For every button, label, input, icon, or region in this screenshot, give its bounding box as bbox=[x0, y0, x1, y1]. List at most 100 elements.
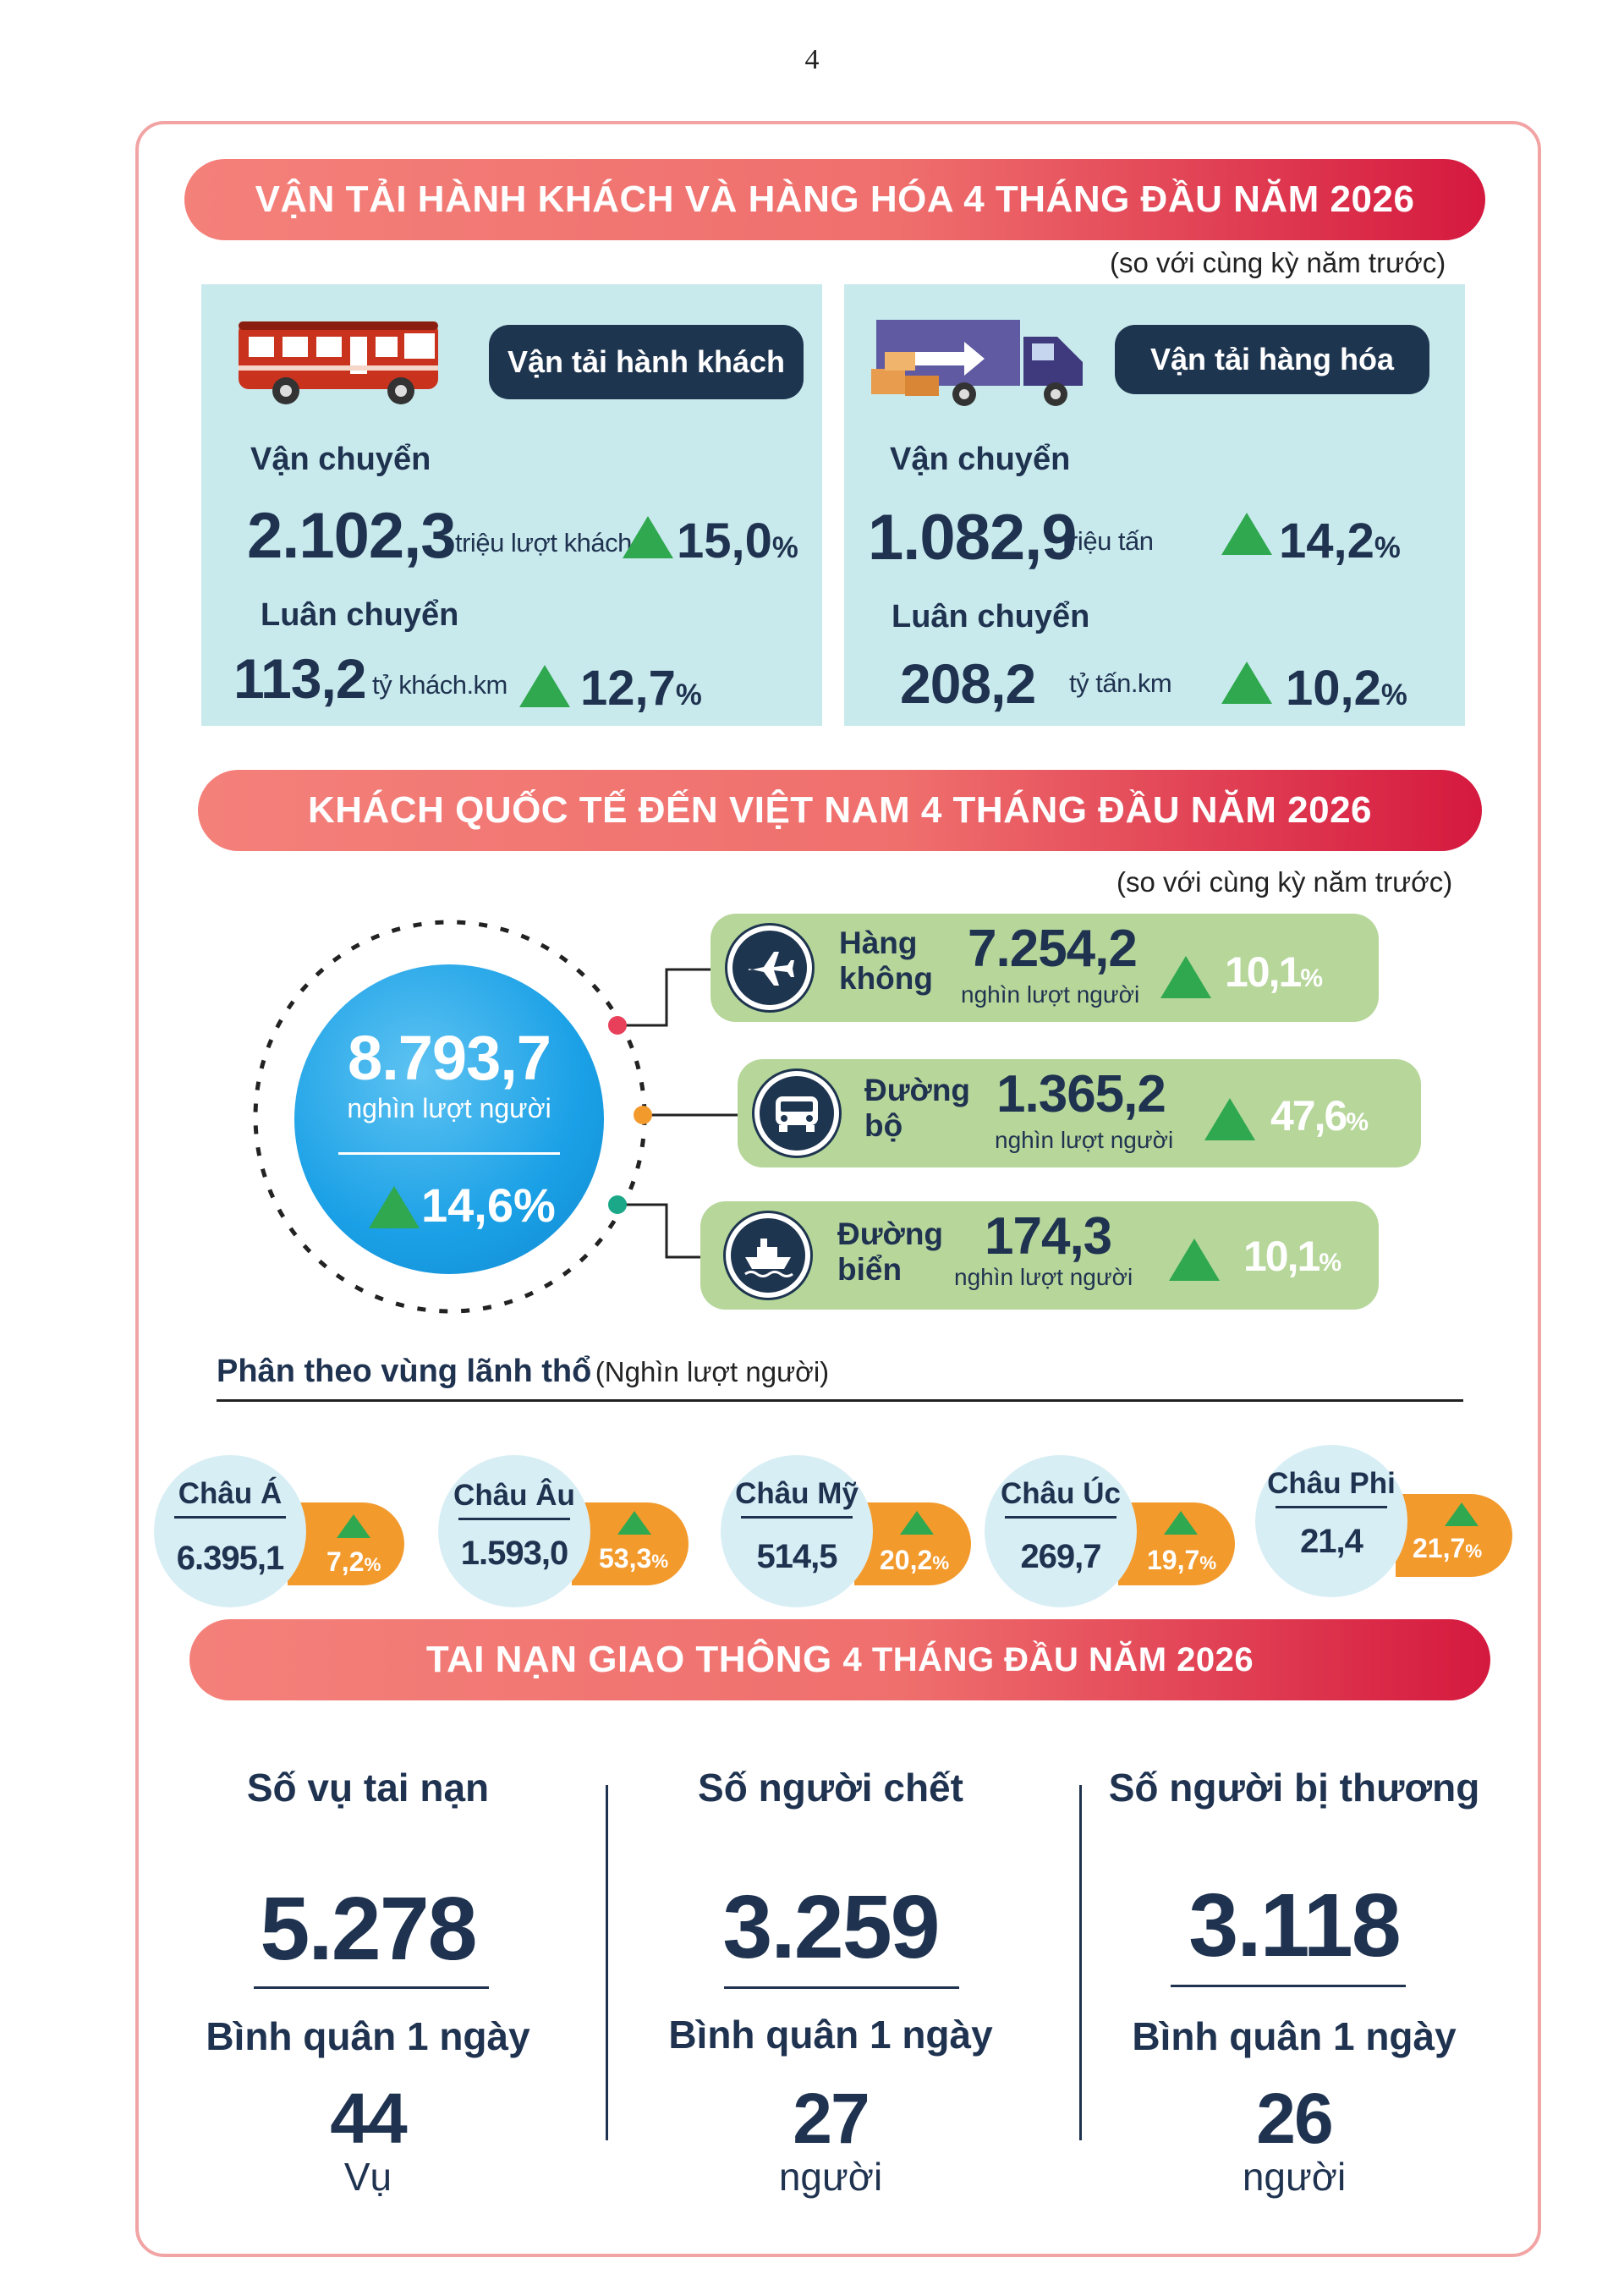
accident-count-rule bbox=[254, 1986, 489, 1989]
region-oceania-circle bbox=[985, 1455, 1137, 1607]
visitors-note: (so với cùng kỳ năm trước) bbox=[1116, 866, 1453, 898]
region-asia-name: Châu Á bbox=[178, 1477, 283, 1510]
mode-sea-name: Đường biển bbox=[837, 1217, 944, 1287]
total-divider bbox=[338, 1152, 560, 1155]
injuries-daily-label: Bình quân 1 ngày bbox=[1132, 2014, 1457, 2058]
up-arrow-icon bbox=[369, 1186, 420, 1228]
cargo-carried-value: 1.082,9 bbox=[868, 502, 1078, 574]
accident-count-daily-label: Bình quân 1 ngày bbox=[206, 2014, 530, 2058]
total-visitors-value: 8.793,7 bbox=[348, 1023, 551, 1093]
injuries-heading: Số người bị thương bbox=[1108, 1766, 1480, 1810]
cargo-carried-unit: triệu tấn bbox=[1062, 526, 1154, 556]
region-heading: Phân theo vùng lãnh thổ (Nghìn lượt ngườ… bbox=[217, 1354, 830, 1389]
airplane-icon bbox=[727, 926, 812, 1010]
visitors-banner: KHÁCH QUỐC TẾ ĐẾN VIỆT NAM 4 THÁNG ĐẦU N… bbox=[198, 770, 1482, 851]
mode-air-pct: 10,1% bbox=[1225, 948, 1323, 996]
region-america-pct: 20,2% bbox=[880, 1545, 950, 1575]
region-europe-rule bbox=[458, 1518, 570, 1520]
transport-note: (so với cùng kỳ năm trước) bbox=[1110, 247, 1446, 278]
up-arrow-icon bbox=[900, 1511, 934, 1535]
air-dot bbox=[608, 1016, 627, 1035]
up-arrow-icon bbox=[623, 516, 673, 558]
up-arrow-icon bbox=[1221, 662, 1272, 704]
injuries-daily-unit: người bbox=[1242, 2155, 1347, 2199]
region-europe-pct: 53,3% bbox=[599, 1543, 669, 1574]
region-africa-name: Châu Phi bbox=[1267, 1467, 1396, 1500]
deaths-value: 3.259 bbox=[722, 1877, 940, 1977]
total-visitors-pct: 14,6% bbox=[421, 1178, 556, 1232]
injuries-value: 3.118 bbox=[1188, 1876, 1401, 1975]
injuries-daily-value: 26 bbox=[1256, 2079, 1333, 2158]
accident-count-value: 5.278 bbox=[260, 1879, 477, 1979]
mode-road-pct: 47,6% bbox=[1270, 1092, 1369, 1140]
mode-road-value: 1.365,2 bbox=[996, 1065, 1166, 1123]
mode-road-name: Đường bộ bbox=[864, 1073, 971, 1143]
cargo-heading: Vận tải hàng hóa bbox=[1115, 325, 1429, 394]
mode-air-name: Hàng không bbox=[839, 926, 933, 996]
deaths-heading: Số người chết bbox=[698, 1766, 963, 1810]
region-america-rule bbox=[741, 1516, 853, 1519]
region-asia-circle bbox=[154, 1455, 306, 1607]
accident-count-daily-value: 44 bbox=[330, 2079, 407, 2158]
up-arrow-icon bbox=[617, 1511, 651, 1535]
cargo-rotation-pct: 10,2% bbox=[1286, 661, 1407, 716]
road-dot bbox=[634, 1106, 652, 1124]
accident-divider-1 bbox=[606, 1785, 608, 2140]
region-africa-value: 21,4 bbox=[1300, 1523, 1363, 1560]
passenger-carried-unit: triệu lượt khách bbox=[455, 528, 632, 558]
passenger-heading: Vận tải hành khách bbox=[489, 325, 804, 399]
up-arrow-icon bbox=[519, 665, 570, 707]
mode-air-value: 7.254,2 bbox=[968, 920, 1138, 978]
mode-air-panel bbox=[710, 914, 1379, 1022]
region-oceania-value: 269,7 bbox=[1020, 1538, 1101, 1575]
mode-sea-panel bbox=[700, 1201, 1379, 1310]
truck-icon bbox=[871, 313, 1091, 415]
up-arrow-icon bbox=[1169, 1239, 1220, 1281]
car-icon bbox=[754, 1071, 839, 1156]
cargo-rotation-unit: tỷ tấn.km bbox=[1069, 668, 1172, 698]
region-heading-rule bbox=[217, 1399, 1463, 1402]
region-asia-value: 6.395,1 bbox=[176, 1540, 284, 1577]
sea-dot bbox=[608, 1195, 627, 1214]
region-oceania-name: Châu Úc bbox=[1001, 1477, 1121, 1510]
region-america-name: Châu Mỹ bbox=[735, 1477, 859, 1510]
passenger-carried-label: Vận chuyển bbox=[250, 442, 431, 477]
region-europe-value: 1.593,0 bbox=[460, 1535, 568, 1572]
cargo-carried-label: Vận chuyển bbox=[890, 442, 1071, 477]
region-asia-rule bbox=[174, 1516, 286, 1519]
page-number: 4 bbox=[804, 44, 820, 75]
mode-sea-unit: nghìn lượt người bbox=[954, 1264, 1133, 1290]
accidents-banner: TAI NẠN GIAO THÔNG 4 THÁNG ĐẦU NĂM 2026 bbox=[189, 1619, 1490, 1700]
region-america-value: 514,5 bbox=[756, 1538, 837, 1575]
total-visitors-circle bbox=[294, 964, 604, 1274]
accident-divider-2 bbox=[1079, 1785, 1082, 2140]
region-africa-rule bbox=[1276, 1506, 1387, 1508]
deaths-daily-value: 27 bbox=[793, 2079, 870, 2158]
passenger-rotation-pct: 12,7% bbox=[580, 661, 702, 716]
up-arrow-icon bbox=[1204, 1098, 1255, 1140]
passenger-rotation-value: 113,2 bbox=[233, 647, 367, 710]
mode-road-panel bbox=[738, 1059, 1421, 1167]
cargo-rotation-value: 208,2 bbox=[900, 652, 1036, 715]
passenger-carried-value: 2.102,3 bbox=[247, 500, 457, 572]
passenger-carried-pct: 15,0% bbox=[677, 514, 798, 569]
total-visitors-unit: nghìn lượt người bbox=[347, 1093, 551, 1123]
infographic-frame bbox=[135, 121, 1541, 2257]
cargo-carried-pct: 14,2% bbox=[1279, 514, 1401, 569]
region-africa-circle bbox=[1255, 1445, 1407, 1597]
region-africa-pct: 21,7% bbox=[1413, 1533, 1483, 1563]
deaths-daily-unit: người bbox=[778, 2155, 883, 2199]
ship-icon bbox=[726, 1213, 810, 1298]
injuries-rule bbox=[1171, 1985, 1406, 1987]
accident-count-heading: Số vụ tai nạn bbox=[246, 1766, 490, 1810]
transport-banner: VẬN TẢI HÀNH KHÁCH VÀ HÀNG HÓA 4 THÁNG Đ… bbox=[184, 159, 1485, 240]
deaths-daily-label: Bình quân 1 ngày bbox=[668, 2013, 993, 2057]
deaths-rule bbox=[724, 1986, 959, 1989]
region-oceania-rule bbox=[1005, 1516, 1116, 1519]
mode-air-unit: nghìn lượt người bbox=[961, 981, 1140, 1008]
passenger-rotation-label: Luân chuyển bbox=[261, 597, 459, 633]
region-europe-circle bbox=[438, 1455, 590, 1607]
passenger-rotation-unit: tỷ khách.km bbox=[372, 670, 508, 700]
region-oceania-pct: 19,7% bbox=[1147, 1545, 1217, 1575]
region-europe-name: Châu Âu bbox=[453, 1479, 575, 1512]
